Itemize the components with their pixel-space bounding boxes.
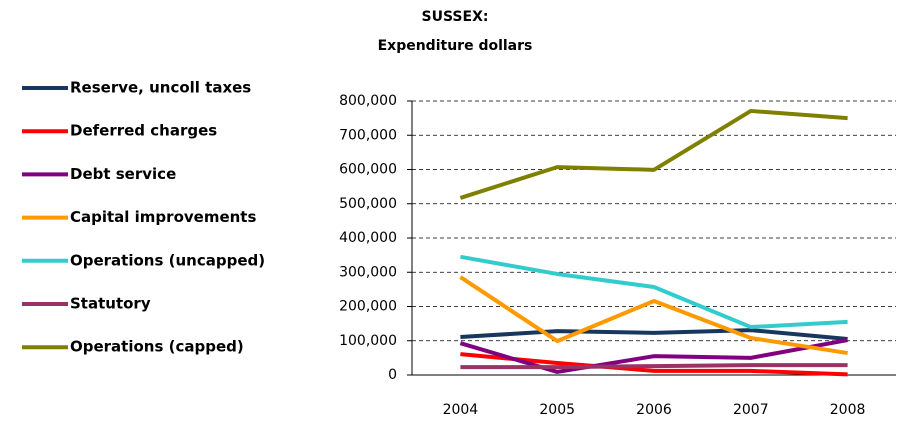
y-tick-label: 300,000 [339, 264, 397, 280]
data-line [460, 328, 848, 342]
x-tick-label: 2006 [636, 402, 672, 418]
legend-label: Capital improvements [70, 208, 256, 226]
chart-title: SUSSEX: [422, 9, 489, 25]
data-line [460, 254, 848, 330]
legend-label: Operations (capped) [70, 338, 244, 356]
y-tick-label: 0 [388, 367, 397, 383]
y-tick-label: 700,000 [339, 127, 397, 143]
data-line [460, 352, 848, 377]
x-tick-label: 2004 [443, 402, 479, 418]
y-tick-label: 100,000 [339, 333, 397, 349]
y-tick-label: 600,000 [339, 162, 397, 178]
y-tick-label: 400,000 [339, 230, 397, 246]
legend-label: Reserve, uncoll taxes [70, 79, 251, 97]
y-tick-label: 500,000 [339, 196, 397, 212]
data-line [460, 363, 848, 370]
x-tick-label: 2007 [733, 402, 769, 418]
x-tick-label: 2005 [539, 402, 575, 418]
x-tick-label: 2008 [830, 402, 866, 418]
data-line [459, 108, 848, 200]
legend-label: Debt service [70, 165, 176, 183]
y-tick-label: 800,000 [339, 93, 397, 109]
chart-subtitle: Expenditure dollars [378, 38, 533, 54]
legend-label: Deferred charges [70, 122, 217, 140]
data-line [459, 275, 848, 356]
legend-label: Operations (uncapped) [70, 251, 265, 269]
legend-label: Statutory [70, 295, 151, 313]
data-line [459, 338, 848, 374]
y-tick-label: 200,000 [339, 299, 397, 315]
